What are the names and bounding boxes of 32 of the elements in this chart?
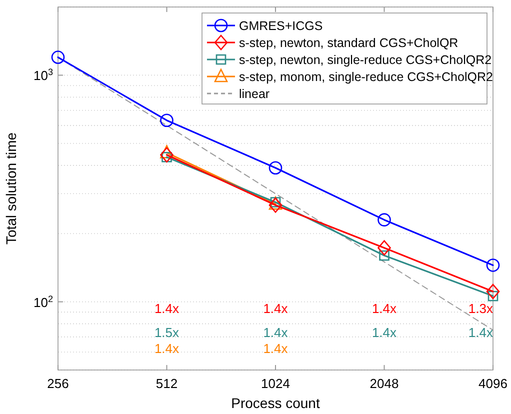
y-tick-label: 10$^{3}$ — [33, 67, 53, 84]
point — [160, 114, 174, 128]
legend-label: s-step, monom, single-reduce CGS+CholQR2 — [239, 70, 493, 84]
annotation: 1.4x — [154, 301, 180, 316]
annotation: 1.4x — [154, 341, 180, 356]
x-tick-label: 256 — [47, 376, 69, 391]
point — [268, 161, 282, 175]
point — [378, 240, 391, 256]
point — [51, 50, 65, 64]
legend-label: linear — [239, 87, 270, 101]
point — [378, 213, 391, 226]
annotation: 1.4x — [372, 325, 398, 340]
annotation: 1.4x — [263, 325, 288, 340]
x-tick-label: 1024 — [261, 376, 290, 391]
annotation: 1.4x — [468, 325, 494, 340]
x-axis-title: Process count — [231, 395, 320, 411]
annotation: 1.5x — [154, 325, 180, 340]
annotation: 1.4x — [263, 341, 288, 356]
point — [486, 258, 500, 272]
legend-label: GMRES+ICGS — [239, 19, 323, 33]
annotation: 1.4x — [263, 301, 288, 316]
point — [379, 250, 390, 261]
legend-label: s-step, newton, standard CGS+CholQR — [239, 36, 458, 50]
annotation: 1.3x — [468, 301, 494, 316]
point — [486, 284, 500, 300]
y-axis-title: Total solution time — [3, 132, 19, 245]
x-tick-label: 4096 — [478, 376, 508, 391]
annotation: 1.4x — [372, 301, 398, 316]
x-tick-label: 2048 — [370, 376, 399, 391]
x-tick-label: 512 — [156, 376, 178, 391]
legend-label: s-step, newton, single-reduce CGS+CholQR2 — [239, 53, 492, 67]
y-tick-label: 10$^{2}$ — [33, 294, 53, 310]
